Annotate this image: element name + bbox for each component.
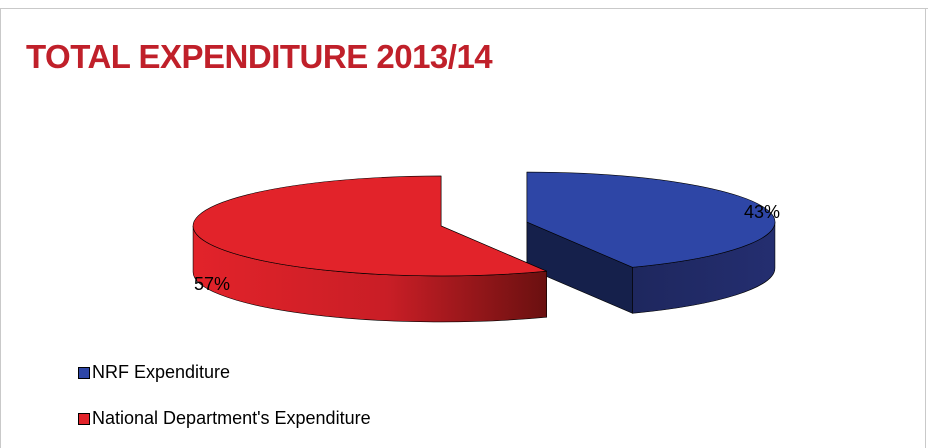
pie-slices [192, 171, 776, 323]
frame-border-left [0, 8, 1, 448]
pie-slice-national-department [192, 175, 547, 323]
data-label-national-department: 57% [194, 274, 230, 294]
legend-swatch-national-department [78, 413, 90, 425]
data-labels: 43% 57% [194, 202, 780, 294]
legend-swatch-nrf [78, 367, 90, 379]
legend-item-national-department: National Department's Expenditure [78, 408, 371, 429]
pie-slice-nrf [526, 171, 776, 314]
data-label-nrf: 43% [744, 202, 780, 222]
legend-item-nrf: NRF Expenditure [78, 362, 230, 383]
legend-label-national-department: National Department's Expenditure [92, 408, 371, 428]
chart-title: TOTAL EXPENDITURE 2013/14 [26, 38, 493, 75]
slice-top [526, 171, 776, 268]
frame-border-right [925, 8, 926, 448]
slice-top [192, 175, 547, 277]
frame-border-top [0, 8, 928, 9]
legend-label-nrf: NRF Expenditure [92, 362, 231, 382]
